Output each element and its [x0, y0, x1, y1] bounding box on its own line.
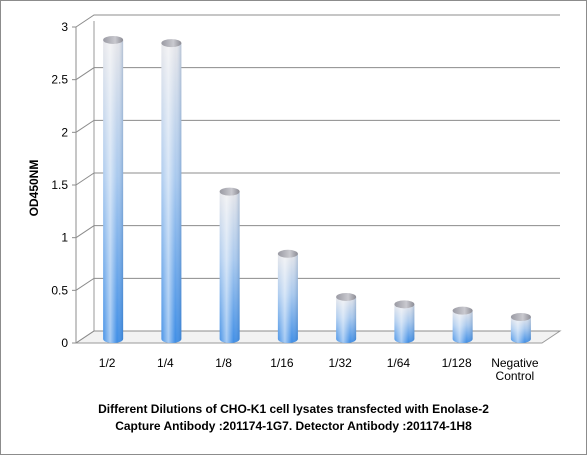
gridline	[75, 119, 560, 133]
bar-highlight	[452, 310, 473, 343]
x-axis-caption-line1: Different Dilutions of CHO-K1 cell lysat…	[98, 402, 489, 416]
gridline	[75, 277, 560, 291]
bar-top	[161, 39, 182, 48]
bar-top	[336, 292, 357, 301]
x-tick-label: 1/64	[387, 356, 411, 370]
y-tick-label: 1	[61, 231, 68, 245]
gridline	[75, 67, 560, 81]
gridline	[75, 225, 560, 239]
bar-top	[394, 300, 415, 309]
gridline	[75, 172, 560, 186]
x-tick-label: Control	[496, 369, 535, 383]
bar-top	[277, 249, 298, 258]
bar-highlight	[103, 39, 124, 344]
bar-top	[103, 35, 124, 44]
bar-highlight	[277, 253, 298, 343]
chart-floor	[74, 330, 562, 344]
bar-highlight	[336, 296, 357, 343]
bar-highlight	[510, 316, 531, 343]
y-tick-label: 2	[61, 125, 68, 139]
x-tick-label: 1/32	[328, 356, 352, 370]
x-axis-caption-line2: Capture Antibody :201174-1G7. Detector A…	[115, 419, 472, 433]
bar-top	[219, 187, 240, 196]
x-tick-label: 1/8	[215, 356, 232, 370]
bar-top	[452, 306, 473, 315]
x-tick-label: 1/2	[99, 356, 116, 370]
x-tick-label: Negative	[491, 356, 539, 370]
y-tick-label: 3	[61, 20, 68, 34]
bar-highlight	[161, 43, 182, 344]
x-tick-label: 1/4	[157, 356, 174, 370]
y-axis-label: OD450NM	[27, 160, 41, 217]
y-tick-label: 1.5	[51, 178, 68, 192]
gridline	[75, 14, 560, 28]
y-tick-label: 0.5	[51, 283, 68, 297]
bar-top	[510, 312, 531, 321]
bar-highlight	[219, 191, 240, 343]
x-tick-label: 1/128	[442, 356, 472, 370]
x-tick-label: 1/16	[270, 356, 294, 370]
y-tick-label: 2.5	[51, 73, 68, 87]
bar-highlight	[394, 304, 415, 343]
y-tick-label: 0	[61, 336, 68, 350]
